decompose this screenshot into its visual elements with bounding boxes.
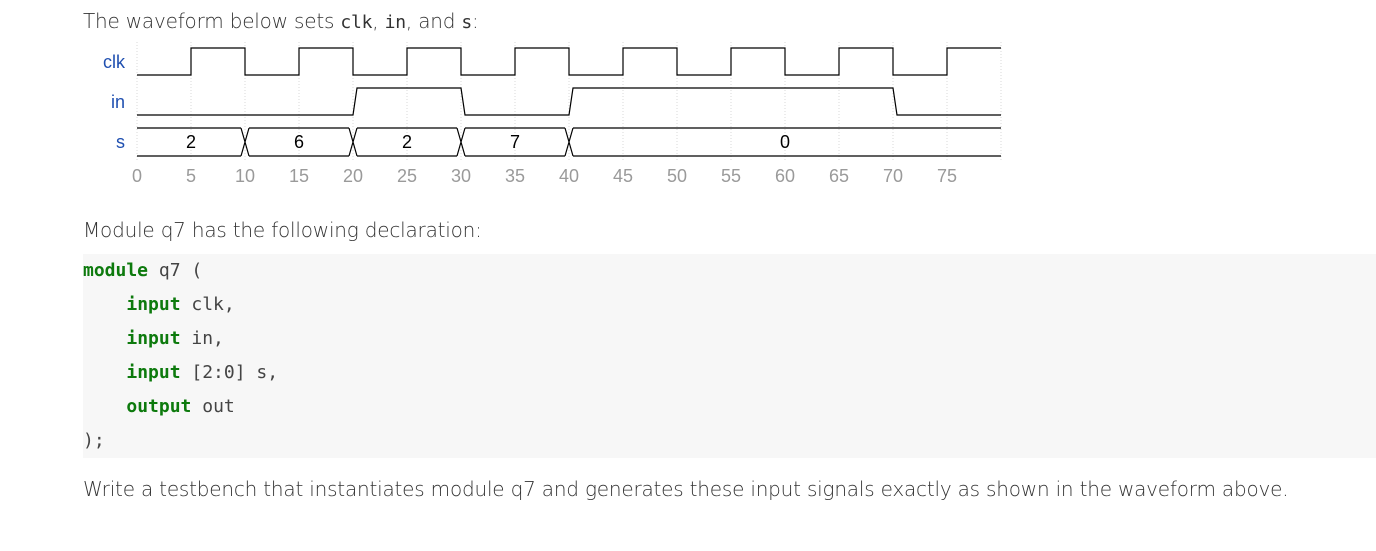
task-text-end: and generates these input signals exactl… (535, 477, 1289, 501)
s-bus-segment (249, 127, 349, 157)
signal-label-in: in (111, 92, 125, 112)
s-bus-transition (348, 127, 358, 157)
time-tick-label: 5 (186, 166, 196, 186)
time-tick-label: 50 (667, 166, 687, 186)
code-line-module: module q7 ( (83, 254, 278, 288)
keyword-input: input (126, 294, 181, 315)
code-module-name: q7 ( (148, 260, 203, 281)
intro-separator: , (372, 9, 385, 33)
clk-waveform (137, 47, 1001, 76)
code-block: module q7 ( input clk, input in, input [… (83, 254, 1376, 458)
time-tick-label: 70 (883, 166, 903, 186)
s-bus-value: 0 (780, 132, 790, 152)
signal-label-clk: clk (103, 52, 126, 72)
code-port-in: in, (180, 328, 224, 349)
code-close-paren: ); (83, 430, 105, 451)
code-line-close: ); (83, 424, 278, 458)
intro-colon: : (472, 9, 479, 33)
s-bus-value: 6 (294, 132, 304, 152)
code-port-out: out (191, 396, 235, 417)
s-bus-segment (137, 127, 241, 157)
s-bus-value: 2 (402, 132, 412, 152)
s-bus-value: 7 (510, 132, 520, 152)
time-tick-label: 65 (829, 166, 849, 186)
signal-in-code: in (384, 12, 406, 33)
keyword-input: input (126, 328, 181, 349)
code-port-clk: clk, (180, 294, 235, 315)
s-bus-value: 2 (186, 132, 196, 152)
signal-label-s: s (116, 132, 125, 152)
s-bus-segment (573, 127, 1001, 157)
code-line-in: input in, (83, 322, 278, 356)
intro-separator: , and (405, 9, 462, 33)
time-tick-label: 60 (775, 166, 795, 186)
s-bus-segment (357, 127, 457, 157)
s-bus-transition (564, 127, 574, 157)
time-tick-label: 55 (721, 166, 741, 186)
time-tick-label: 35 (505, 166, 525, 186)
time-tick-label: 75 (937, 166, 957, 186)
s-bus-transition (456, 127, 466, 157)
time-tick-label: 0 (132, 166, 142, 186)
time-tick-label: 25 (397, 166, 417, 186)
signal-clk-code: clk (340, 12, 373, 33)
s-bus-transition (240, 127, 250, 157)
code-port-s: [2:0] s, (180, 362, 279, 383)
signal-s-code: s (461, 12, 473, 33)
time-tick-label: 15 (289, 166, 309, 186)
code-line-out: output out (83, 390, 278, 424)
keyword-input: input (126, 362, 181, 383)
task-text: Write a testbench that instantiates modu… (83, 477, 511, 501)
code-line-s: input [2:0] s, (83, 356, 278, 390)
code-line-clk: input clk, (83, 288, 278, 322)
module-declaration-code: module q7 ( input clk, input in, input [… (83, 254, 278, 458)
module-intro-text-end: has the following declaration: (185, 218, 482, 242)
task-module-name: q7 (510, 477, 536, 501)
time-tick-label: 20 (343, 166, 363, 186)
module-intro-paragraph: Module q7 has the following declaration: (83, 218, 482, 242)
task-paragraph: Write a testbench that instantiates modu… (83, 477, 1289, 501)
time-tick-label: 45 (613, 166, 633, 186)
time-tick-label: 40 (559, 166, 579, 186)
module-intro-text: Module (83, 218, 161, 242)
module-name: q7 (160, 218, 186, 242)
time-tick-label: 10 (235, 166, 255, 186)
keyword-module: module (83, 260, 149, 281)
s-bus-segment (465, 127, 565, 157)
keyword-output: output (126, 396, 192, 417)
intro-text: The waveform below sets (83, 9, 341, 33)
time-tick-label: 30 (451, 166, 471, 186)
intro-paragraph: The waveform below sets clk, in, and s: (83, 9, 479, 33)
in-waveform (137, 87, 1001, 116)
